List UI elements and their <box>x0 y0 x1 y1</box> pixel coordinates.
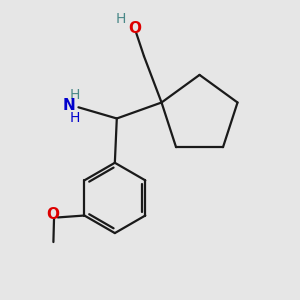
Text: H: H <box>116 12 126 26</box>
Text: O: O <box>128 22 141 37</box>
Text: O: O <box>46 207 60 222</box>
Text: N: N <box>62 98 75 113</box>
Text: H: H <box>69 88 80 102</box>
Text: H: H <box>69 110 80 124</box>
